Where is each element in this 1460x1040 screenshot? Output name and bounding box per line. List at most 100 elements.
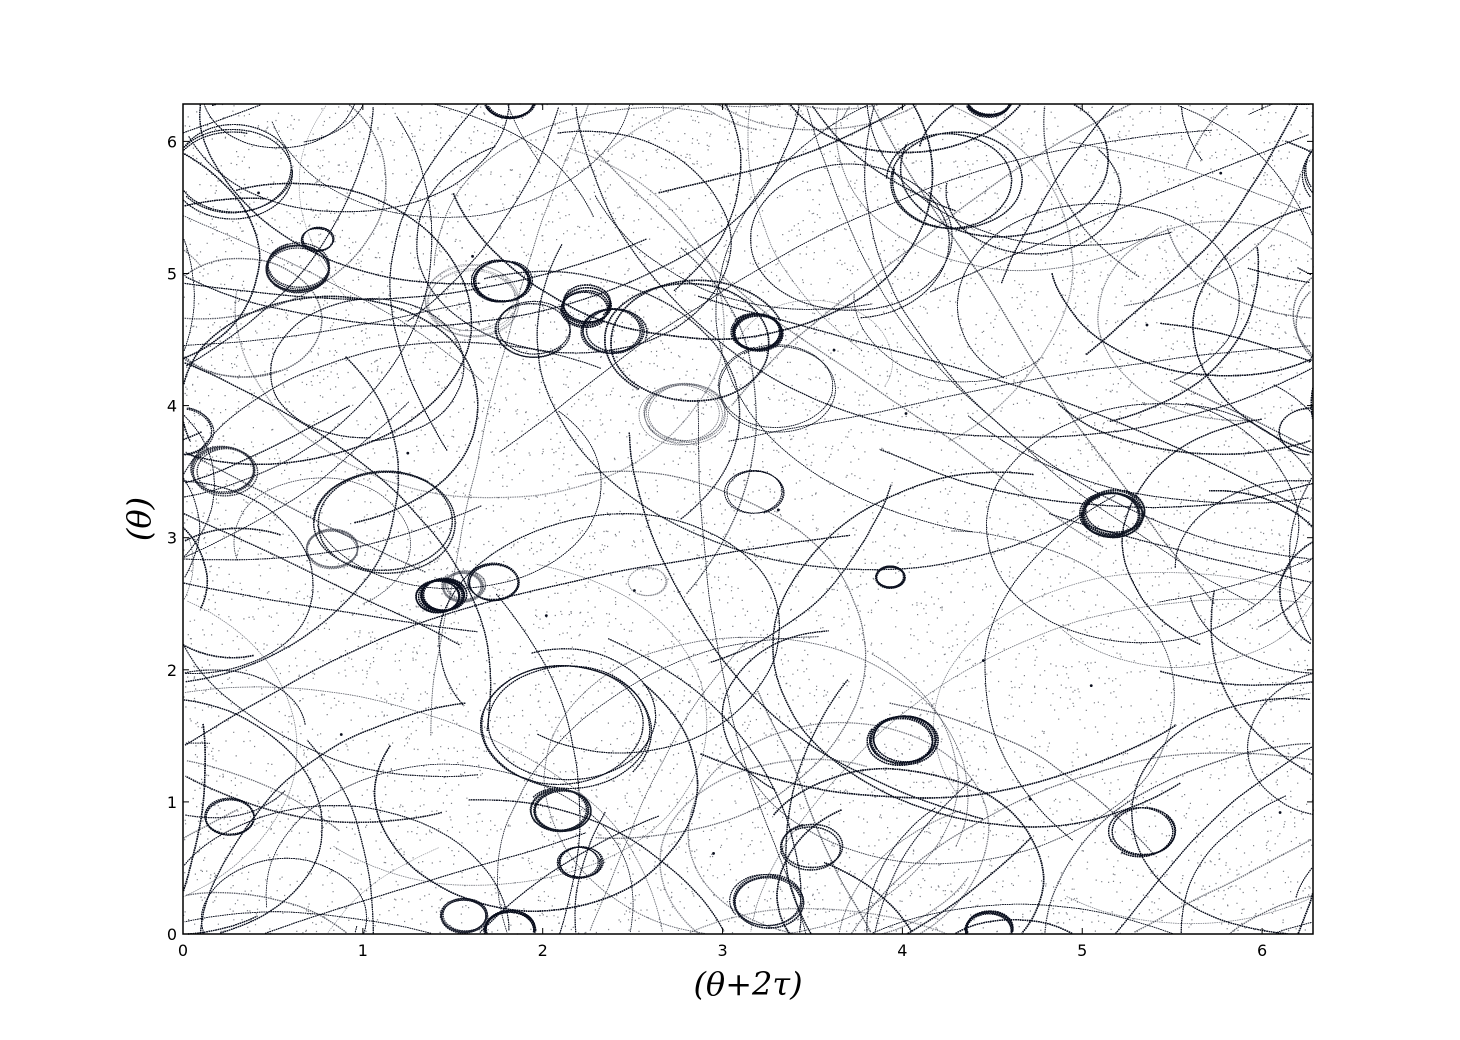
trajectory-curve: [483, 103, 537, 935]
trajectory-curve: [201, 104, 367, 934]
plot-frame: [182, 103, 1314, 935]
x-tick-label: 4: [897, 941, 907, 960]
plot-background: [183, 104, 1313, 934]
trajectory-curve: [182, 341, 1313, 778]
trajectory-curve: [184, 103, 1314, 935]
trajectory-curve: [407, 107, 581, 934]
scatter-point: [406, 451, 410, 455]
x-tick-label: 0: [178, 941, 188, 960]
y-axis-label: (θ): [120, 497, 158, 541]
trajectory-curve: [300, 226, 335, 252]
trajectory-curve: [265, 242, 331, 294]
trajectory-curve: [452, 103, 934, 932]
trajectory-curve: [184, 669, 1313, 819]
trajectory-curve: [424, 263, 520, 338]
trajectory-curve: [183, 105, 1309, 933]
trajectory-curve: [945, 149, 1122, 255]
scatter-point: [633, 589, 636, 592]
y-tick-label: 6: [167, 132, 177, 151]
scatter-point: [712, 852, 715, 855]
trajectory-curve: [439, 897, 489, 934]
trajectory-curve: [1078, 489, 1146, 539]
trajectory-curve: [184, 669, 1313, 819]
trajectory-curve: [183, 402, 1313, 644]
trajectory-curve: [183, 536, 1314, 668]
trajectory-curve: [441, 570, 487, 603]
trajectory-curve: [416, 130, 732, 354]
trajectory-curve: [945, 149, 1122, 255]
trajectory-curve: [298, 105, 440, 933]
trajectory-curve: [185, 405, 1313, 509]
trajectory-curve: [439, 897, 489, 934]
trajectory-curve: [700, 724, 1177, 799]
trajectory-curve: [183, 104, 1309, 934]
trajectory-curve: [724, 470, 785, 514]
trajectory-curve: [185, 589, 1313, 824]
trajectory-curve: [183, 104, 1313, 931]
trajectory-curve: [772, 471, 1181, 828]
trajectory-curve: [627, 567, 668, 597]
trajectory-curve: [185, 589, 1313, 824]
trajectory-curve: [312, 470, 456, 574]
trajectory-curve: [785, 105, 956, 934]
trajectory-curve: [494, 300, 571, 358]
trajectory-curve: [190, 445, 259, 497]
trajectory-curve: [956, 203, 1240, 381]
trajectory-curve: [184, 669, 1313, 819]
trajectory-curve: [729, 873, 805, 929]
trajectory-curve: [182, 527, 1314, 659]
trajectory-curve: [184, 105, 1312, 934]
scatter-point: [1028, 797, 1032, 801]
trajectory-curve: [680, 246, 757, 595]
x-tick-label: 6: [1257, 941, 1267, 960]
trajectory-curve: [182, 341, 1313, 778]
trajectory-curve: [480, 648, 657, 790]
x-axis-label: (θ+2τ): [693, 965, 802, 1003]
scatter-points: [182, 103, 1314, 935]
trajectory-curve: [182, 105, 1314, 934]
trajectory-curve: [265, 242, 331, 294]
trajectory-curve: [184, 238, 1310, 300]
trajectory-curve: [183, 103, 1310, 935]
trajectory-curve: [853, 293, 1040, 383]
trajectory-curve: [185, 356, 1313, 686]
trajectory-curve: [183, 220, 1313, 422]
scatter-point: [339, 733, 343, 736]
x-tick-label: 1: [358, 941, 368, 960]
scatter-point: [1089, 684, 1093, 688]
trajectory-curve: [710, 484, 892, 663]
trajectory-curve: [439, 897, 489, 934]
trajectory-curve: [265, 104, 634, 933]
trajectory-curve: [265, 242, 331, 294]
trajectory-curve: [721, 630, 829, 791]
trajectory-curve: [779, 823, 844, 871]
scatter-point: [471, 254, 474, 258]
trajectory-curve: [184, 322, 1312, 731]
trajectory-curve: [497, 104, 819, 933]
scatter-point: [1278, 811, 1282, 814]
x-tick-label: 5: [1077, 941, 1087, 960]
trajectory-curve: [373, 682, 699, 912]
scatter-point: [1219, 171, 1223, 175]
trajectory-curve: [438, 513, 780, 754]
axis-ticks: 0 1 2 3 4 5 6 0 1 2 3 4 5 6: [167, 104, 1313, 960]
trajectory-curve: [183, 103, 1312, 934]
trajectory-curve: [265, 242, 331, 294]
trajectory-curve: [593, 149, 1104, 548]
trajectory-curve: [333, 563, 708, 886]
trajectory-curve: [1107, 807, 1177, 858]
trajectory-curve: [185, 589, 1313, 824]
trajectory-curve: [182, 140, 1313, 377]
y-tick-label: 3: [167, 529, 177, 548]
x-tick-label: 2: [538, 941, 548, 960]
trajectory-curve: [183, 407, 1312, 456]
trajectory-curve: [415, 577, 468, 614]
scatter-point: [832, 348, 836, 352]
trajectory-curve: [556, 846, 604, 879]
y-tick-label: 4: [167, 397, 177, 416]
trajectory-curve: [184, 669, 1313, 819]
trajectory-curve: [183, 302, 1311, 442]
trajectory-curve: [607, 103, 1074, 935]
trajectory-curve: [468, 104, 742, 932]
